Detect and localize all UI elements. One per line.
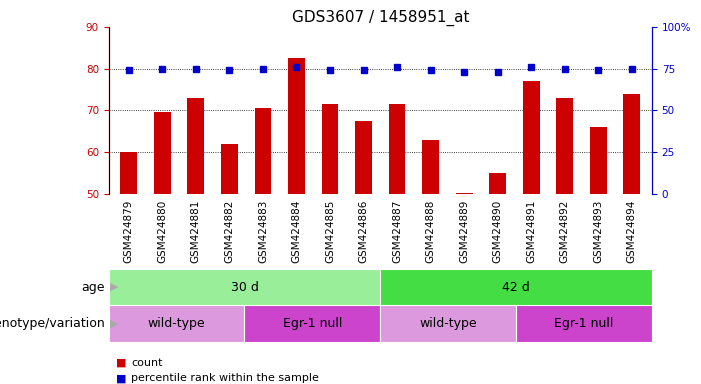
Text: Egr-1 null: Egr-1 null xyxy=(554,317,613,330)
Text: GSM424894: GSM424894 xyxy=(627,200,637,263)
Text: percentile rank within the sample: percentile rank within the sample xyxy=(131,373,319,383)
Text: GSM424884: GSM424884 xyxy=(292,200,301,263)
Bar xyxy=(456,193,472,194)
Bar xyxy=(557,98,573,194)
Text: GSM424889: GSM424889 xyxy=(459,200,469,263)
Text: GSM424887: GSM424887 xyxy=(392,200,402,263)
Bar xyxy=(154,113,171,194)
Bar xyxy=(381,269,652,305)
Bar xyxy=(187,98,204,194)
Text: wild-type: wild-type xyxy=(419,317,477,330)
Text: GSM424891: GSM424891 xyxy=(526,200,536,263)
Text: ■: ■ xyxy=(116,358,126,368)
Bar xyxy=(422,140,439,194)
Text: count: count xyxy=(131,358,163,368)
Bar xyxy=(245,305,381,342)
Text: ■: ■ xyxy=(116,373,126,383)
Text: GSM424881: GSM424881 xyxy=(191,200,201,263)
Text: 30 d: 30 d xyxy=(231,281,259,293)
Text: GSM424893: GSM424893 xyxy=(593,200,604,263)
Text: GSM424883: GSM424883 xyxy=(258,200,268,263)
Text: GSM424882: GSM424882 xyxy=(224,200,234,263)
Bar xyxy=(516,305,652,342)
Bar xyxy=(355,121,372,194)
Bar xyxy=(254,108,271,194)
Text: 42 d: 42 d xyxy=(502,281,530,293)
Bar xyxy=(388,104,405,194)
Text: genotype/variation: genotype/variation xyxy=(0,317,105,330)
Text: Egr-1 null: Egr-1 null xyxy=(283,317,342,330)
Text: GSM424892: GSM424892 xyxy=(559,200,570,263)
Text: GSM424886: GSM424886 xyxy=(358,200,369,263)
Text: GSM424879: GSM424879 xyxy=(124,200,134,263)
Text: GSM424885: GSM424885 xyxy=(325,200,335,263)
Text: age: age xyxy=(81,281,105,293)
Bar xyxy=(109,269,381,305)
Text: GSM424890: GSM424890 xyxy=(493,200,503,263)
Text: ▶: ▶ xyxy=(110,318,118,329)
Bar xyxy=(288,58,305,194)
Text: wild-type: wild-type xyxy=(148,317,205,330)
Bar xyxy=(623,94,640,194)
Bar xyxy=(121,152,137,194)
Bar xyxy=(109,305,245,342)
Bar xyxy=(221,144,238,194)
Bar xyxy=(489,173,506,194)
Bar xyxy=(381,305,516,342)
Bar xyxy=(322,104,339,194)
Bar xyxy=(523,81,540,194)
Text: GSM424888: GSM424888 xyxy=(426,200,435,263)
Text: GSM424880: GSM424880 xyxy=(157,200,168,263)
Bar xyxy=(590,127,606,194)
Title: GDS3607 / 1458951_at: GDS3607 / 1458951_at xyxy=(292,9,469,25)
Text: ▶: ▶ xyxy=(110,282,118,292)
